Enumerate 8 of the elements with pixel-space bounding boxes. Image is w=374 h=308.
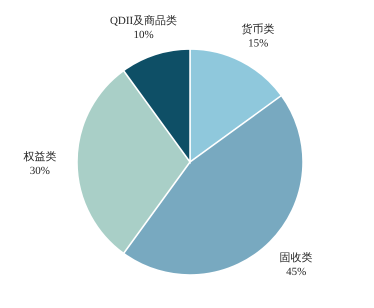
data-label: 10%: [134, 29, 154, 41]
slice-label: 货币类: [242, 22, 275, 36]
data-label: 15%: [248, 38, 268, 50]
slice-label: QDII及商品类: [110, 14, 178, 27]
slice-label: 固收类: [280, 251, 313, 264]
data-label: 30%: [30, 165, 50, 177]
data-label: 45%: [286, 266, 306, 278]
slice-label: 权益类: [22, 150, 56, 163]
